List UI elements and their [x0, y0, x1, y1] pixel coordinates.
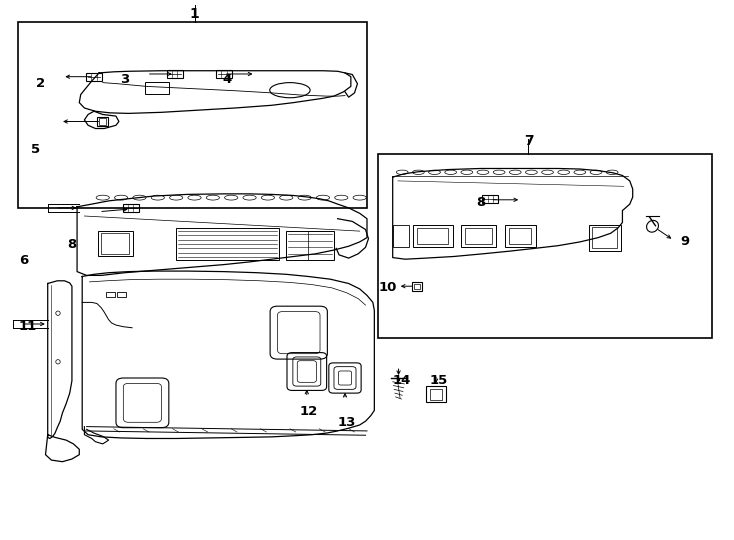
- Text: 14: 14: [393, 374, 412, 387]
- Text: 9: 9: [680, 235, 689, 248]
- Text: 10: 10: [378, 281, 397, 294]
- Bar: [482, 194, 498, 202]
- Bar: [505, 225, 536, 247]
- Bar: [117, 292, 126, 297]
- Text: 1: 1: [189, 6, 200, 21]
- Bar: [393, 225, 409, 247]
- Bar: [98, 231, 133, 256]
- Bar: [145, 82, 169, 94]
- Bar: [413, 225, 453, 247]
- Text: 11: 11: [19, 320, 37, 333]
- Bar: [18, 22, 367, 208]
- Bar: [412, 282, 422, 291]
- Bar: [417, 228, 448, 244]
- Text: 6: 6: [19, 254, 28, 267]
- Bar: [461, 225, 496, 247]
- Bar: [123, 204, 139, 212]
- Bar: [509, 228, 531, 244]
- Text: 12: 12: [299, 405, 317, 418]
- Bar: [430, 389, 442, 400]
- Text: 4: 4: [223, 73, 232, 86]
- Bar: [86, 72, 102, 80]
- Bar: [378, 154, 712, 338]
- Text: 15: 15: [430, 374, 448, 387]
- Bar: [426, 386, 446, 402]
- Bar: [589, 225, 621, 251]
- Bar: [414, 284, 420, 289]
- Bar: [465, 228, 492, 244]
- Bar: [106, 292, 115, 297]
- Bar: [101, 233, 129, 254]
- Bar: [592, 227, 617, 248]
- Text: 2: 2: [36, 77, 45, 90]
- Text: 3: 3: [120, 73, 129, 86]
- Bar: [167, 70, 183, 78]
- Bar: [286, 231, 334, 260]
- Text: 7: 7: [523, 134, 534, 149]
- Bar: [176, 228, 279, 260]
- Text: 5: 5: [31, 143, 40, 156]
- Bar: [97, 117, 109, 126]
- Text: 13: 13: [337, 416, 356, 429]
- Text: 8: 8: [476, 196, 485, 209]
- Text: 8: 8: [68, 238, 76, 251]
- Bar: [216, 70, 232, 78]
- Bar: [100, 118, 106, 125]
